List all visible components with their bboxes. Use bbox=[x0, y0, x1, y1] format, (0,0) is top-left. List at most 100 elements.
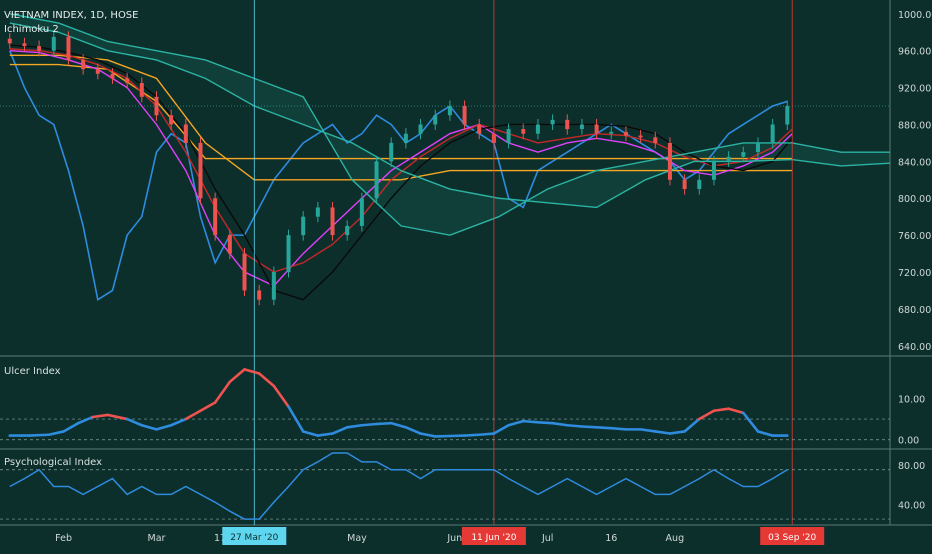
candle-body bbox=[639, 136, 643, 138]
candle-body bbox=[653, 137, 657, 143]
candle-body bbox=[741, 152, 745, 157]
candle-body bbox=[331, 207, 335, 235]
ulcer-segment bbox=[641, 429, 656, 431]
ulcer-segment bbox=[49, 431, 64, 434]
candle-body bbox=[375, 161, 379, 198]
ulcer-segment bbox=[714, 409, 729, 411]
candle-body bbox=[697, 180, 701, 189]
time-tick-label: Aug bbox=[666, 533, 685, 544]
psychological-label[interactable]: Psychological Index bbox=[4, 457, 102, 468]
candle-body bbox=[536, 124, 540, 133]
time-tick-label: Feb bbox=[55, 533, 72, 544]
ulcer-segment bbox=[611, 428, 626, 429]
ulcer-segment bbox=[479, 434, 494, 435]
candle-body bbox=[404, 134, 408, 143]
ulcer-segment bbox=[64, 423, 79, 431]
candle-body bbox=[683, 180, 687, 189]
candle-body bbox=[609, 132, 613, 134]
ulcer-segment bbox=[186, 411, 201, 419]
price-tick-label: 840.00 bbox=[898, 157, 931, 168]
candle-body bbox=[521, 129, 525, 134]
ulcer-segment bbox=[245, 369, 260, 373]
date-marker-label: 11 Jun '20 bbox=[471, 533, 516, 543]
candle-body bbox=[668, 143, 672, 180]
candle-body bbox=[169, 115, 173, 124]
ulcer-segment bbox=[523, 421, 538, 422]
ulcer-segment bbox=[743, 413, 758, 432]
ulcer-segment bbox=[93, 415, 108, 417]
candle-body bbox=[110, 74, 114, 79]
ulcer-segment bbox=[699, 411, 714, 419]
candle-body bbox=[463, 106, 467, 124]
ulcer-segment bbox=[758, 431, 773, 435]
ulcer-segment bbox=[127, 419, 142, 425]
candle-body bbox=[228, 235, 232, 253]
candle-body bbox=[565, 120, 569, 129]
candle-body bbox=[433, 115, 437, 124]
time-tick-label: Jun bbox=[446, 533, 462, 544]
candle-body bbox=[96, 69, 100, 74]
date-marker-label: 03 Sep '20 bbox=[768, 533, 816, 543]
indicator-label[interactable]: Ichimoku 2 bbox=[4, 24, 59, 35]
ulcer-segment bbox=[685, 419, 700, 431]
psy-tick-label: 80.00 bbox=[898, 461, 925, 472]
ulcer-segment bbox=[259, 374, 274, 386]
price-tick-label: 800.00 bbox=[898, 194, 931, 205]
ulcer-label[interactable]: Ulcer Index bbox=[4, 366, 61, 377]
ulcer-segment bbox=[274, 386, 289, 407]
ulcer-segment bbox=[582, 426, 597, 427]
candle-body bbox=[389, 143, 393, 161]
candle-body bbox=[419, 124, 423, 133]
time-tick-label: May bbox=[347, 533, 367, 544]
ulcer-segment bbox=[553, 423, 568, 425]
candle-body bbox=[213, 198, 217, 235]
ulcer-tick-label: 10.00 bbox=[898, 394, 925, 405]
ulcer-segment bbox=[333, 427, 348, 433]
candle-body bbox=[595, 124, 599, 133]
ulcer-tick-label: 0.00 bbox=[898, 436, 919, 447]
price-tick-label: 680.00 bbox=[898, 305, 931, 316]
ulcer-segment bbox=[538, 422, 553, 423]
psy-line bbox=[10, 453, 788, 519]
candle-body bbox=[551, 120, 555, 125]
price-tick-label: 760.00 bbox=[898, 231, 931, 242]
candle-body bbox=[360, 198, 364, 226]
price-tick-label: 960.00 bbox=[898, 47, 931, 58]
candle-body bbox=[66, 37, 70, 60]
ulcer-segment bbox=[421, 434, 436, 437]
ulcer-segment bbox=[230, 369, 245, 381]
ulcer-segment bbox=[655, 431, 670, 433]
candle-body bbox=[52, 37, 56, 51]
candle-body bbox=[301, 217, 305, 235]
candle-body bbox=[785, 106, 789, 124]
ulcer-segment bbox=[200, 403, 215, 411]
candle-body bbox=[507, 129, 511, 143]
ulcer-segment bbox=[406, 427, 421, 433]
price-tick-label: 920.00 bbox=[898, 84, 931, 95]
ulcer-segment bbox=[391, 423, 406, 427]
ulcer-segment bbox=[509, 421, 524, 425]
candle-body bbox=[37, 46, 41, 51]
date-marker-label: 27 Mar '20 bbox=[230, 533, 278, 543]
ulcer-segment bbox=[362, 424, 377, 425]
ulcer-segment bbox=[29, 435, 49, 436]
psy-tick-label: 40.00 bbox=[898, 500, 925, 511]
candle-body bbox=[257, 290, 261, 299]
ulcer-segment bbox=[303, 431, 318, 435]
candle-body bbox=[81, 60, 85, 69]
candle-body bbox=[140, 83, 144, 97]
ulcer-segment bbox=[567, 425, 582, 426]
ulcer-segment bbox=[171, 419, 186, 425]
price-tick-label: 1000.00 bbox=[898, 10, 932, 21]
ulcer-segment bbox=[377, 423, 392, 424]
candle-body bbox=[771, 124, 775, 142]
price-tick-label: 720.00 bbox=[898, 268, 931, 279]
ulcer-segment bbox=[156, 425, 171, 429]
ulcer-segment bbox=[215, 382, 230, 403]
candle-body bbox=[477, 124, 481, 133]
candle-body bbox=[448, 106, 452, 115]
candle-body bbox=[756, 143, 760, 152]
time-tick-label: Mar bbox=[148, 533, 166, 544]
candle-body bbox=[184, 124, 188, 142]
